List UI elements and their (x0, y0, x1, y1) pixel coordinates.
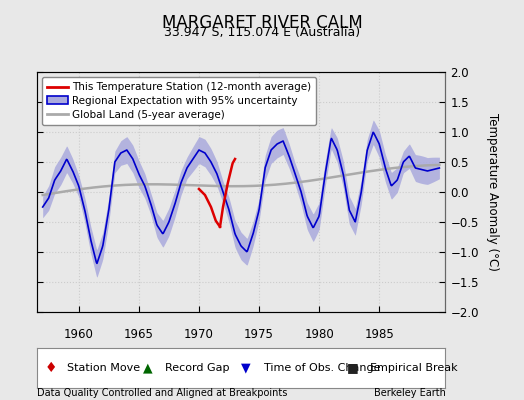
Text: 1980: 1980 (304, 328, 334, 341)
Text: Station Move: Station Move (67, 363, 140, 373)
Text: 1975: 1975 (244, 328, 274, 341)
Text: 1970: 1970 (184, 328, 214, 341)
Legend: This Temperature Station (12-month average), Regional Expectation with 95% uncer: This Temperature Station (12-month avera… (42, 77, 316, 125)
Text: 1965: 1965 (124, 328, 154, 341)
Text: 33.947 S, 115.074 E (Australia): 33.947 S, 115.074 E (Australia) (164, 26, 360, 39)
Text: ■: ■ (347, 362, 359, 374)
Text: Data Quality Controlled and Aligned at Breakpoints: Data Quality Controlled and Aligned at B… (37, 388, 287, 398)
Text: 1985: 1985 (364, 328, 394, 341)
Text: ▼: ▼ (241, 362, 250, 374)
Text: Berkeley Earth: Berkeley Earth (374, 388, 445, 398)
Text: 1960: 1960 (64, 328, 94, 341)
Text: Empirical Break: Empirical Break (370, 363, 457, 373)
Text: MARGARET RIVER CALM: MARGARET RIVER CALM (161, 14, 363, 32)
Text: Record Gap: Record Gap (166, 363, 230, 373)
Text: Time of Obs. Change: Time of Obs. Change (264, 363, 380, 373)
Text: ♦: ♦ (45, 361, 57, 375)
Y-axis label: Temperature Anomaly (°C): Temperature Anomaly (°C) (486, 113, 499, 271)
Text: ▲: ▲ (143, 362, 152, 374)
